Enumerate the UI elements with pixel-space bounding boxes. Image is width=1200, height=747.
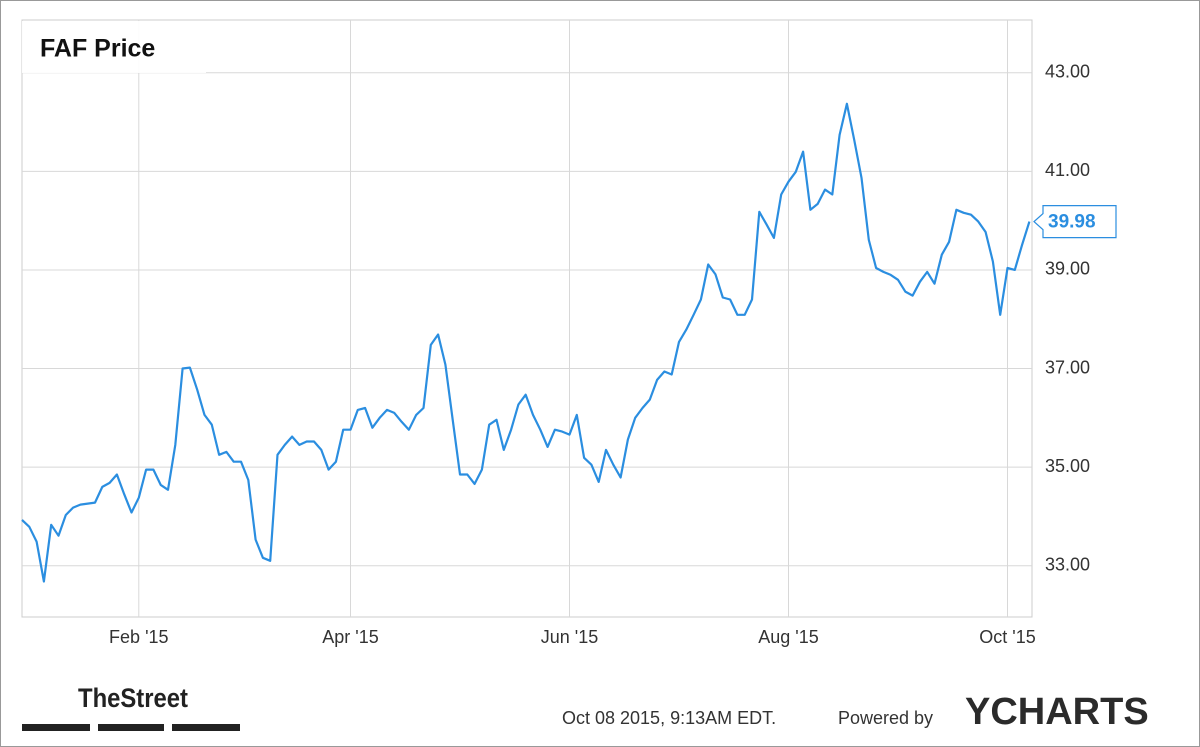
title-box: [22, 21, 206, 73]
logo-bar: [172, 724, 240, 731]
y-tick-label: 37.00: [1045, 357, 1090, 377]
grid: [22, 20, 1032, 617]
chart-title: FAF Price: [40, 35, 155, 63]
x-tick-label: Feb '15: [109, 627, 168, 647]
source-logo: TheStreet: [78, 683, 188, 713]
y-tick-label: 33.00: [1045, 554, 1090, 574]
brand-logo: YCHARTS: [965, 691, 1149, 733]
powered-by: Powered by: [838, 708, 933, 728]
y-tick-label: 43.00: [1045, 61, 1090, 81]
last-value-box: [1033, 205, 1117, 239]
x-tick-label: Oct '15: [979, 627, 1035, 647]
timestamp: Oct 08 2015, 9:13AM EDT.: [562, 708, 776, 728]
logo-bar: [98, 724, 164, 731]
y-tick-label: 41.00: [1045, 160, 1090, 180]
marks: [21, 102, 1031, 583]
x-tick-label: Jun '15: [541, 627, 598, 647]
logo-bar: [22, 724, 90, 731]
price-line: [21, 102, 1031, 583]
last-value-label: 39.98: [1048, 212, 1096, 233]
x-tick-label: Aug '15: [758, 627, 819, 647]
plot-area: [21, 19, 1033, 618]
y-tick-label: 39.00: [1045, 259, 1090, 279]
y-tick-label: 35.00: [1045, 456, 1090, 476]
x-tick-label: Apr '15: [322, 627, 378, 647]
